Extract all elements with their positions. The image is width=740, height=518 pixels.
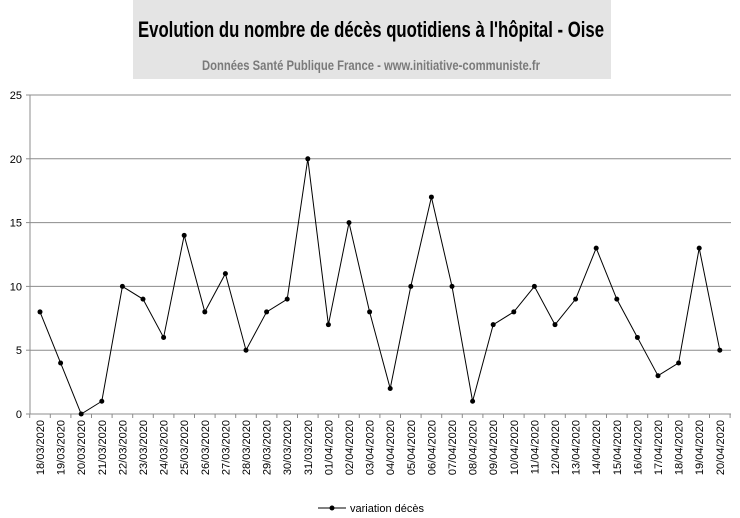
y-tick-label: 25 bbox=[10, 90, 22, 102]
data-point bbox=[284, 296, 290, 302]
data-point bbox=[490, 322, 496, 328]
y-tick-label: 10 bbox=[10, 281, 22, 293]
x-tick-label: 17/04/2020 bbox=[653, 420, 665, 475]
x-tick-label: 31/03/2020 bbox=[303, 420, 315, 475]
data-point bbox=[367, 309, 373, 315]
data-point bbox=[531, 283, 537, 289]
data-point bbox=[305, 156, 311, 162]
y-tick-label: 5 bbox=[16, 345, 22, 357]
data-point bbox=[696, 245, 702, 251]
x-tick-label: 20/03/2020 bbox=[76, 420, 88, 475]
data-point bbox=[140, 296, 146, 302]
x-tick-label: 13/04/2020 bbox=[571, 420, 583, 475]
x-tick-label: 15/04/2020 bbox=[612, 420, 624, 475]
x-tick-label: 23/03/2020 bbox=[138, 420, 150, 475]
data-point bbox=[222, 271, 228, 277]
x-tick-label: 14/04/2020 bbox=[591, 420, 603, 475]
data-point bbox=[614, 296, 620, 302]
title-background bbox=[133, 0, 611, 79]
data-point bbox=[573, 296, 579, 302]
x-tick-label: 18/03/2020 bbox=[35, 420, 47, 475]
x-tick-label: 22/03/2020 bbox=[117, 420, 129, 475]
x-tick-label: 25/03/2020 bbox=[179, 420, 191, 475]
x-tick-label: 28/03/2020 bbox=[241, 420, 253, 475]
x-tick-label: 04/04/2020 bbox=[385, 420, 397, 475]
x-tick-label: 07/04/2020 bbox=[447, 420, 459, 475]
y-tick-label: 15 bbox=[10, 218, 22, 230]
data-point bbox=[408, 283, 414, 289]
legend: variation décès bbox=[318, 503, 424, 515]
data-point bbox=[552, 322, 558, 328]
data-point bbox=[428, 194, 434, 200]
x-axis: 18/03/2020 19/03/2020 20/03/2020 21/03/2020… bbox=[29, 413, 731, 475]
chart-subtitle: Données Santé Publique France - www.init… bbox=[202, 57, 540, 73]
data-point bbox=[243, 347, 249, 353]
x-tick-label: 27/03/2020 bbox=[220, 420, 232, 475]
data-point bbox=[634, 334, 640, 340]
x-tick-label: 11/04/2020 bbox=[529, 420, 541, 474]
legend-marker bbox=[329, 505, 335, 511]
data-point bbox=[99, 398, 105, 404]
x-tick-label: 12/04/2020 bbox=[550, 420, 562, 475]
data-point bbox=[593, 245, 599, 251]
series bbox=[37, 156, 723, 417]
data-point bbox=[655, 373, 661, 379]
data-point bbox=[78, 411, 84, 417]
data-point bbox=[346, 220, 352, 226]
series-line bbox=[39, 158, 721, 415]
y-tick-label: 20 bbox=[10, 154, 22, 166]
legend-label: variation décès bbox=[350, 503, 424, 515]
data-point bbox=[58, 360, 64, 366]
y-tick-label: 0 bbox=[16, 409, 22, 421]
chart-title: Evolution du nombre de décès quotidiens … bbox=[138, 17, 604, 42]
data-point bbox=[325, 322, 331, 328]
title-box: Evolution du nombre de décès quotidiens … bbox=[133, 0, 611, 79]
data-point bbox=[676, 360, 682, 366]
y-axis: 0 5 10 15 20 25 bbox=[10, 90, 31, 421]
x-tick-label: 10/04/2020 bbox=[509, 420, 521, 475]
data-point bbox=[264, 309, 270, 315]
x-tick-label: 24/03/2020 bbox=[159, 420, 171, 475]
x-tick-label: 19/04/2020 bbox=[694, 420, 706, 475]
x-tick-label: 18/04/2020 bbox=[674, 420, 686, 475]
x-tick-label: 26/03/2020 bbox=[200, 420, 212, 475]
data-point bbox=[717, 347, 723, 353]
data-point bbox=[161, 334, 167, 340]
x-tick-label: 02/04/2020 bbox=[344, 420, 356, 475]
x-tick-label: 29/03/2020 bbox=[262, 420, 274, 475]
x-tick-label: 01/04/2020 bbox=[323, 420, 335, 475]
data-point bbox=[202, 309, 208, 315]
x-tick-label: 05/04/2020 bbox=[406, 420, 418, 475]
x-tick-label: 20/04/2020 bbox=[715, 420, 727, 475]
x-tick-label: 30/03/2020 bbox=[282, 420, 294, 475]
x-tick-label: 19/03/2020 bbox=[56, 420, 68, 475]
x-tick-label: 21/03/2020 bbox=[97, 420, 109, 475]
grid bbox=[30, 94, 731, 351]
data-point bbox=[181, 232, 187, 238]
x-tick-label: 09/04/2020 bbox=[488, 420, 500, 475]
x-tick-label: 08/04/2020 bbox=[468, 420, 480, 475]
x-tick-label: 16/04/2020 bbox=[632, 420, 644, 475]
data-point bbox=[449, 283, 455, 289]
x-tick-label: 06/04/2020 bbox=[426, 420, 438, 475]
data-point bbox=[470, 398, 476, 404]
data-point bbox=[387, 385, 393, 391]
x-tick-label: 03/04/2020 bbox=[365, 420, 377, 475]
data-point bbox=[119, 283, 125, 289]
data-point bbox=[511, 309, 517, 315]
data-point bbox=[37, 309, 43, 315]
